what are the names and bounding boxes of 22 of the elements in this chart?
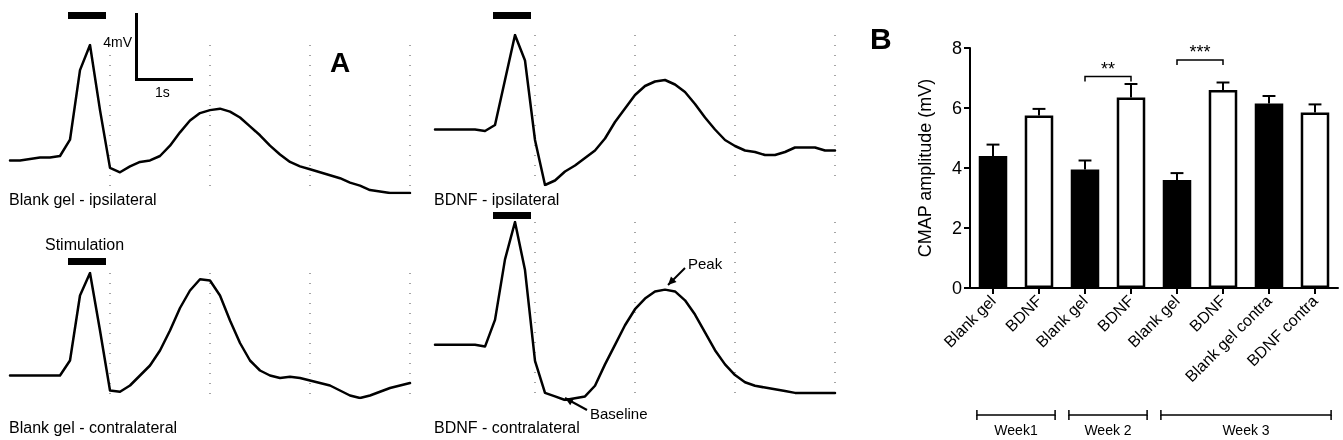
text: Blank gel - ipsilateral [9,190,157,208]
y-tick-label: 8 [951,38,962,58]
text: Week1 [994,422,1038,438]
text: BDNF - contralateral [434,418,580,436]
annotation: 1s [155,84,170,100]
text: B [870,21,892,55]
annotation: ** [1100,58,1116,79]
text: Week 3 [1222,422,1270,438]
text: BDNF - ipsilateral [434,190,560,208]
text: Stimulation [45,235,125,253]
annotation: *** [1189,42,1211,62]
annotation: 4mV [103,34,133,50]
text: Baseline [590,404,648,422]
y-tick-label: 4 [951,158,962,178]
text: Week 2 [1084,422,1132,438]
y-axis-title: CMAP amplitude (mV) [915,78,935,258]
y-tick-label: 6 [951,98,962,118]
y-tick-label: 0 [951,278,962,298]
y-tick-label: 2 [951,218,962,238]
text: Blank gel - contralateral [9,418,178,436]
annotation: A [330,46,351,78]
annotation: Peak [688,254,723,272]
